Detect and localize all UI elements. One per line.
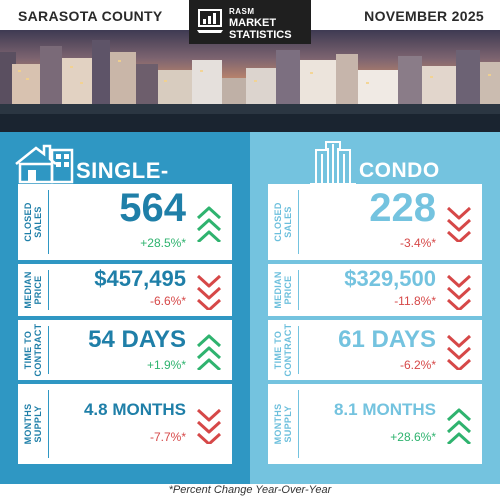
- condo-months-supply-card: MONTHS SUPPLY 8.1 MONTHS +28.6%*: [268, 384, 482, 464]
- chevron-down-icon: [446, 334, 472, 370]
- condo-months-supply-value: 8.1 MONTHS: [333, 400, 436, 419]
- chart-monitor-icon: [197, 9, 223, 33]
- single-family-closed-sales-value: 564: [119, 186, 186, 230]
- metric-label-text: CLOSED SALES: [273, 202, 293, 242]
- condo-time-to-contract-value: 61 DAYS: [338, 326, 436, 353]
- skyline-photo: [0, 30, 500, 132]
- single-family-time-to-contract-card: TIME TO CONTRACT 54 DAYS +1.9%*: [18, 320, 232, 380]
- single-family-closed-sales-change: +28.5%*: [140, 236, 186, 250]
- condo-months-supply-label: MONTHS SUPPLY: [268, 384, 298, 464]
- single-family-median-price-change: -6.6%*: [149, 294, 186, 308]
- single-family-time-to-contract-change: +1.9%*: [146, 358, 186, 372]
- building-icon: [310, 141, 356, 185]
- logo-line-3: STATISTICS: [229, 29, 292, 41]
- chevron-up-icon: [196, 334, 222, 370]
- label-divider: [48, 270, 49, 310]
- metric-label-text: CLOSED SALES: [23, 202, 43, 242]
- condo-median-price-label: MEDIAN PRICE: [268, 264, 298, 316]
- condo-time-to-contract-change: -6.2%*: [399, 358, 436, 372]
- condo-median-price-value: $329,500: [344, 266, 436, 291]
- single-family-time-to-contract-label: TIME TO CONTRACT: [18, 320, 48, 380]
- county-name: SARASOTA COUNTY: [18, 8, 163, 24]
- single-family-closed-sales-label: CLOSED SALES: [18, 184, 48, 260]
- rasm-logo: RASM MARKET STATISTICS: [189, 0, 311, 44]
- condo-closed-sales-label: CLOSED SALES: [268, 184, 298, 260]
- label-divider: [48, 390, 49, 458]
- condo-median-price-card: MEDIAN PRICE $329,500 -11.8%*: [268, 264, 482, 316]
- logo-line-1: RASM: [229, 7, 255, 16]
- single-family-median-price-card: MEDIAN PRICE $457,495 -6.6%*: [18, 264, 232, 316]
- single-family-median-price-label: MEDIAN PRICE: [18, 264, 48, 316]
- single-family-months-supply-value: 4.8 MONTHS: [83, 400, 186, 419]
- single-family-closed-sales-card: CLOSED SALES 564 +28.5%*: [18, 184, 232, 260]
- single-family-months-supply-label: MONTHS SUPPLY: [18, 384, 48, 464]
- chevron-up-icon: [446, 408, 472, 444]
- footnote: *Percent Change Year-Over-Year: [168, 484, 332, 496]
- condo-title: CONDO: [359, 159, 440, 182]
- condo-closed-sales-value: 228: [369, 186, 436, 230]
- logo-line-2: MARKET: [229, 17, 277, 29]
- label-divider: [298, 270, 299, 310]
- chevron-down-icon: [196, 408, 222, 444]
- house-icon: [15, 144, 74, 184]
- metric-label-text: MONTHS SUPPLY: [273, 403, 293, 445]
- single-family-time-to-contract-value: 54 DAYS: [88, 326, 186, 353]
- chevron-down-icon: [196, 274, 222, 310]
- chevron-down-icon: [446, 274, 472, 310]
- report-month: NOVEMBER 2025: [364, 8, 484, 24]
- single-family-months-supply-card: MONTHS SUPPLY 4.8 MONTHS -7.7%*: [18, 384, 232, 464]
- metric-label-text: TIME TO CONTRACT: [23, 323, 43, 377]
- condo-months-supply-change: +28.6%*: [390, 430, 436, 444]
- condo-closed-sales-card: CLOSED SALES 228 -3.4%*: [268, 184, 482, 260]
- metric-label-text: MONTHS SUPPLY: [23, 403, 43, 445]
- label-divider: [48, 326, 49, 374]
- single-family-median-price-value: $457,495: [94, 266, 186, 291]
- single-family-months-supply-change: -7.7%*: [149, 430, 186, 444]
- condo-time-to-contract-card: TIME TO CONTRACT 61 DAYS -6.2%*: [268, 320, 482, 380]
- label-divider: [298, 326, 299, 374]
- condo-time-to-contract-label: TIME TO CONTRACT: [268, 320, 298, 380]
- chevron-down-icon: [446, 206, 472, 242]
- condo-panel: CONDO CLOSED SALES 228 -3.4%* MEDIAN PRICE…: [250, 132, 500, 484]
- chevron-up-icon: [196, 206, 222, 242]
- metric-label-text: TIME TO CONTRACT: [273, 323, 293, 377]
- metric-label-text: MEDIAN PRICE: [273, 271, 293, 309]
- label-divider: [48, 190, 49, 254]
- label-divider: [298, 190, 299, 254]
- condo-median-price-change: -11.8%*: [394, 294, 436, 308]
- metric-label-text: MEDIAN PRICE: [23, 271, 43, 309]
- condo-closed-sales-change: -3.4%*: [399, 236, 436, 250]
- label-divider: [298, 390, 299, 458]
